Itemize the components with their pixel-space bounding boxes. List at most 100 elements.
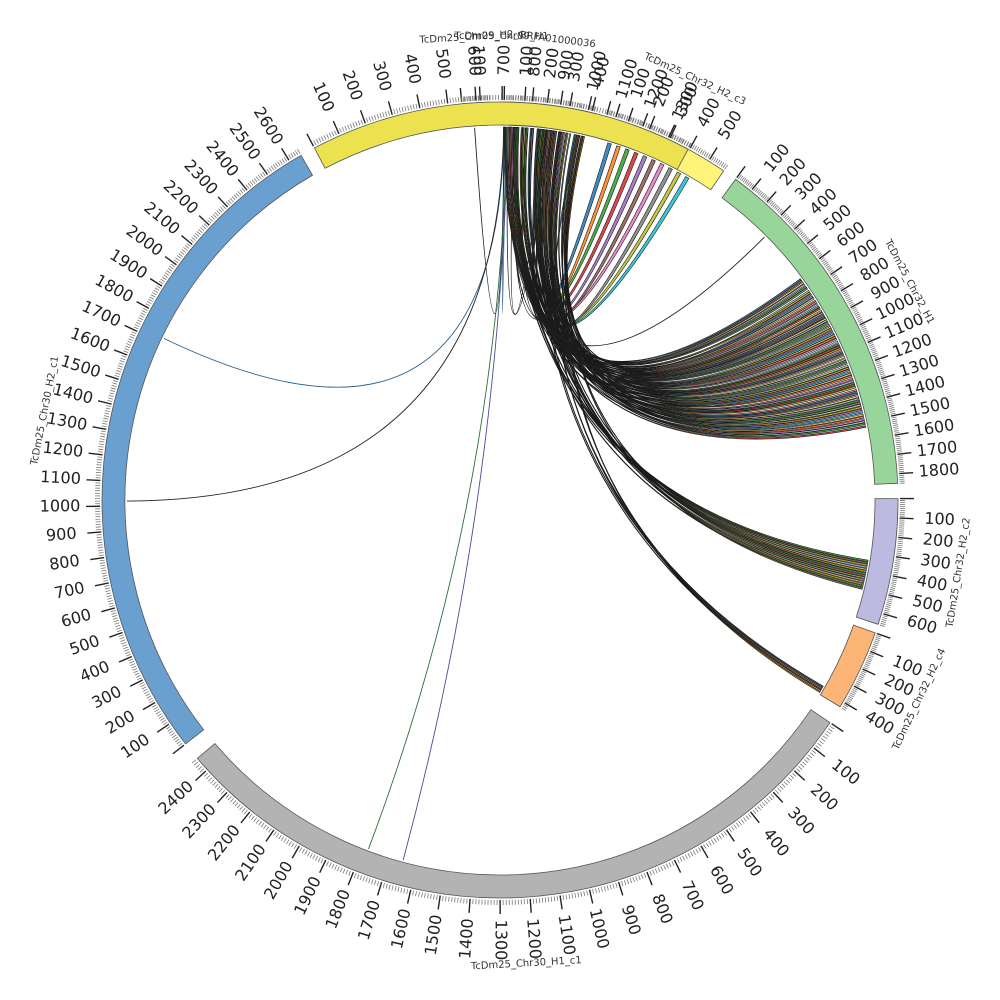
tick-mark [556, 895, 559, 901]
ideograms-layer [101, 101, 899, 899]
tick-mark [543, 97, 545, 103]
tick-mark [856, 680, 862, 684]
tick-mark [167, 728, 172, 732]
tick-mark [257, 174, 262, 180]
tick-mark [798, 229, 803, 234]
tick-mark [171, 734, 177, 739]
tick-mark [239, 806, 244, 811]
tick-label: 1800 [321, 887, 354, 932]
tick-mark [892, 575, 907, 580]
link-ribbon [565, 135, 841, 393]
tick-mark [172, 744, 185, 755]
tick-mark [895, 437, 901, 440]
tick-mark [663, 130, 667, 136]
tick-mark [451, 897, 453, 903]
tick-mark [184, 245, 190, 249]
tick-mark [849, 303, 855, 307]
tick-mark [757, 190, 762, 195]
tick-mark [245, 184, 250, 189]
tick-mark [625, 115, 629, 121]
tick-mark [869, 652, 875, 656]
tick-mark [342, 868, 346, 874]
tick-mark [214, 212, 219, 217]
tick-mark [708, 841, 712, 846]
tick-mark [348, 870, 351, 876]
tick-mark [438, 99, 440, 105]
tick-mark [97, 456, 103, 458]
link-ribbon [541, 129, 824, 689]
tick-mark [779, 785, 784, 790]
tick-mark [107, 400, 113, 403]
tick-mark [253, 177, 258, 183]
tick-label: 2400 [154, 777, 197, 819]
tick-mark [442, 895, 444, 901]
tick-mark [890, 412, 905, 417]
tick-mark [344, 125, 348, 131]
tick-mark [761, 801, 766, 807]
tick-mark [110, 389, 116, 393]
tick-mark [331, 131, 335, 137]
tick-mark [897, 544, 903, 547]
tick-mark [553, 896, 556, 902]
tick-mark [253, 817, 258, 822]
tick-mark [179, 251, 185, 255]
tick-mark [884, 389, 890, 393]
tick-mark [693, 145, 697, 151]
tick-mark [249, 181, 254, 186]
tick-mark [887, 598, 893, 601]
tick-mark [897, 452, 912, 456]
tick-mark [802, 761, 807, 766]
tick-mark [863, 666, 869, 670]
tick-mark [388, 884, 391, 890]
link-ribbon [564, 135, 852, 407]
tick-mark [167, 267, 173, 272]
link-ribbon [511, 126, 665, 324]
tick-mark [873, 354, 879, 358]
tick-mark [146, 301, 152, 305]
tick-mark [457, 897, 459, 903]
tick-mark [697, 147, 701, 153]
tick-mark [567, 100, 570, 106]
tick-mark [243, 809, 248, 815]
tick-mark [155, 711, 161, 715]
tick-mark [884, 388, 890, 391]
tick-mark [841, 289, 847, 293]
tick-mark [214, 783, 219, 788]
tick-mark [880, 622, 886, 626]
tick-mark [893, 569, 899, 572]
tick-mark [894, 564, 900, 566]
tick-mark [891, 581, 897, 584]
tick-mark [582, 103, 585, 109]
tick-mark [869, 650, 884, 658]
tick-mark [387, 101, 393, 115]
tick-mark [288, 154, 292, 160]
tick-mark [124, 649, 130, 652]
tick-mark [104, 585, 110, 587]
tick-mark [890, 585, 896, 587]
tick-mark [628, 116, 632, 122]
tick-mark [198, 215, 210, 226]
tick-mark [897, 546, 903, 549]
tick-mark [698, 847, 702, 852]
tick-mark [194, 233, 200, 237]
tick-label: 1400 [51, 379, 95, 407]
labels-layer: TcDm25_Chr09_H2_cBRFA01000036TcDm25_Chr3… [29, 29, 973, 973]
tick-mark [882, 615, 888, 618]
tick-label: 2300 [178, 800, 220, 843]
tick-mark [895, 441, 901, 444]
tick-mark [98, 443, 104, 445]
tick-label: 200 [807, 780, 842, 815]
tick-mark [173, 736, 178, 741]
tick-mark [100, 567, 106, 569]
tick-mark [121, 355, 127, 358]
tick-mark [123, 350, 129, 354]
tick-mark [858, 320, 864, 324]
tick-mark [119, 636, 125, 640]
tick-mark [240, 811, 251, 824]
tick-mark [898, 536, 913, 540]
tick-mark [445, 896, 447, 902]
tick-mark [852, 687, 858, 691]
tick-mark [237, 178, 248, 191]
tick-mark [116, 370, 122, 373]
